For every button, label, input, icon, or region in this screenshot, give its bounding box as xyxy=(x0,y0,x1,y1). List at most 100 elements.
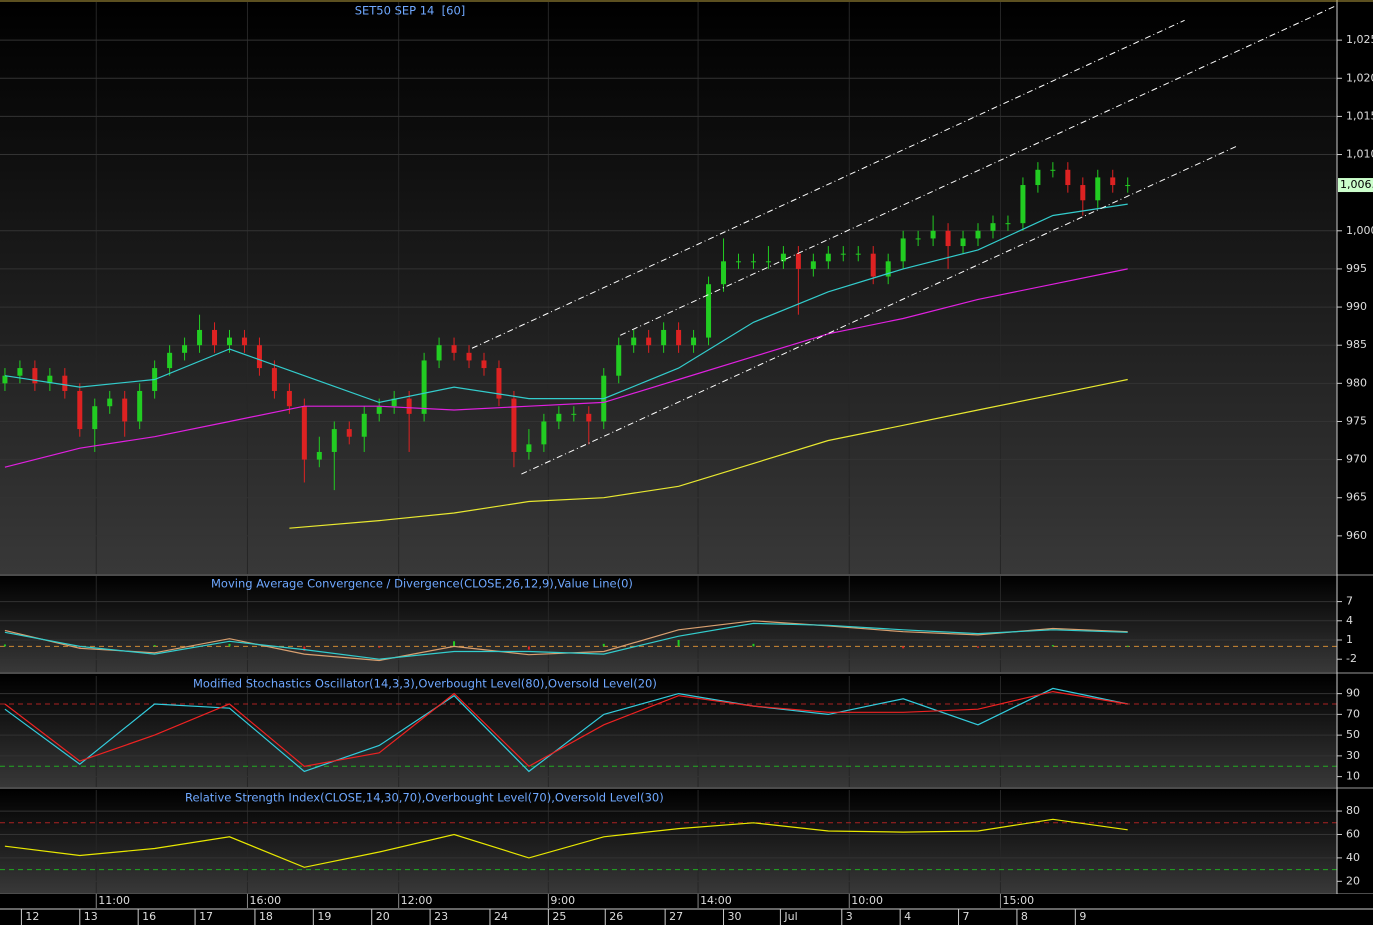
candle-body xyxy=(197,329,203,346)
x-tick-label: 12:00 xyxy=(401,894,433,907)
candle-body xyxy=(92,406,98,430)
date-label: 3 xyxy=(846,910,853,923)
date-label: 8 xyxy=(1021,910,1028,923)
y-tick-label: 1,000 xyxy=(1346,224,1373,237)
date-label: 27 xyxy=(669,910,683,923)
panel-title: Moving Average Convergence / Divergence(… xyxy=(211,577,633,591)
panel-background xyxy=(0,790,1337,893)
date-label: 23 xyxy=(434,910,448,923)
y-tick-label: 980 xyxy=(1346,376,1367,389)
y-tick-label: 985 xyxy=(1346,338,1367,351)
date-axis-band xyxy=(0,909,1373,925)
candle-body xyxy=(256,345,262,369)
candle-body xyxy=(286,390,292,407)
x-tick-label: 14:00 xyxy=(700,894,732,907)
indicator-line xyxy=(4,818,1128,868)
candle-body xyxy=(541,421,547,445)
candle-body xyxy=(616,345,622,376)
indicator-line xyxy=(4,687,1128,773)
y-tick-label: 970 xyxy=(1346,453,1367,466)
histogram-bar xyxy=(752,643,755,647)
candle-body xyxy=(391,398,397,407)
plot-area xyxy=(0,687,1337,773)
plot-area xyxy=(0,818,1337,871)
x-tick-label: 16:00 xyxy=(249,894,281,907)
candle-body xyxy=(77,390,83,430)
histogram-bar xyxy=(153,645,156,647)
candle-body xyxy=(795,253,801,269)
candle-body xyxy=(421,360,427,414)
x-tick-label: 10:00 xyxy=(851,894,883,907)
y-tick-label: 1 xyxy=(1346,633,1353,646)
panel-background xyxy=(0,576,1337,672)
y-tick-label: 4 xyxy=(1346,614,1353,627)
histogram-bar xyxy=(902,646,905,649)
panel-background xyxy=(0,2,1337,574)
last-price-label: 1,006. xyxy=(1340,178,1373,191)
y-tick-label: 1,025 xyxy=(1346,33,1373,46)
candle-body xyxy=(840,253,846,255)
candle-body xyxy=(212,329,218,346)
histogram-bar xyxy=(602,643,605,647)
last-price-tag xyxy=(1338,178,1373,193)
candle-body xyxy=(1125,185,1131,187)
candle-body xyxy=(571,413,577,415)
candle-body xyxy=(706,284,712,338)
candle-body xyxy=(900,238,906,262)
histogram-bar xyxy=(827,646,830,648)
candle-body xyxy=(930,230,936,239)
candle-body xyxy=(661,329,667,346)
date-label: 26 xyxy=(609,910,623,923)
candle-body xyxy=(451,345,457,353)
y-tick-label: 965 xyxy=(1346,491,1367,504)
candle-body xyxy=(855,253,861,255)
y-tick-label: 1,010 xyxy=(1346,148,1373,161)
candle-body xyxy=(765,261,771,263)
date-label: 30 xyxy=(728,910,742,923)
candle-body xyxy=(1035,169,1041,186)
candle-body xyxy=(556,413,562,422)
y-tick-label: 40 xyxy=(1346,851,1360,864)
candle-body xyxy=(750,261,756,263)
candle-body xyxy=(676,329,682,346)
y-tick-label: 30 xyxy=(1346,749,1360,762)
candle-body xyxy=(481,360,487,369)
candle-body xyxy=(691,337,697,346)
y-tick-label: 70 xyxy=(1346,707,1360,720)
y-tick-label: 960 xyxy=(1346,529,1367,542)
histogram-bar xyxy=(3,644,6,647)
candle-body xyxy=(436,345,442,361)
y-tick-label: 90 xyxy=(1346,687,1360,700)
x-tick-label: 9:00 xyxy=(550,894,575,907)
candle-body xyxy=(316,451,322,460)
date-label: 16 xyxy=(142,910,156,923)
candle-body xyxy=(331,429,337,452)
panel-background xyxy=(0,676,1337,787)
date-label: 12 xyxy=(25,910,39,923)
candle-body xyxy=(1080,185,1086,201)
candle-body xyxy=(646,337,652,346)
candle-body xyxy=(406,398,412,414)
x-tick-label: 11:00 xyxy=(98,894,130,907)
indicator-line xyxy=(4,690,1128,768)
panel-title: SET50 SEP 14 [60] xyxy=(355,4,466,18)
indicator-line xyxy=(4,203,1128,404)
y-tick-label: 50 xyxy=(1346,728,1360,741)
indicator-line xyxy=(4,622,1128,660)
candle-body xyxy=(870,253,876,277)
y-tick-label: 20 xyxy=(1346,874,1360,887)
candle-body xyxy=(1005,223,1011,225)
y-tick-label: 995 xyxy=(1346,262,1367,275)
candle-body xyxy=(496,368,502,399)
y-tick-label: 990 xyxy=(1346,300,1367,313)
indicator-line xyxy=(4,268,1128,468)
date-label: 25 xyxy=(552,910,566,923)
candle-body xyxy=(32,368,38,384)
candle-body xyxy=(167,352,173,369)
candle-body xyxy=(346,429,352,437)
date-label: 9 xyxy=(1079,910,1086,923)
date-label: 13 xyxy=(84,910,98,923)
candle-body xyxy=(1110,177,1116,186)
candle-body xyxy=(631,337,637,346)
